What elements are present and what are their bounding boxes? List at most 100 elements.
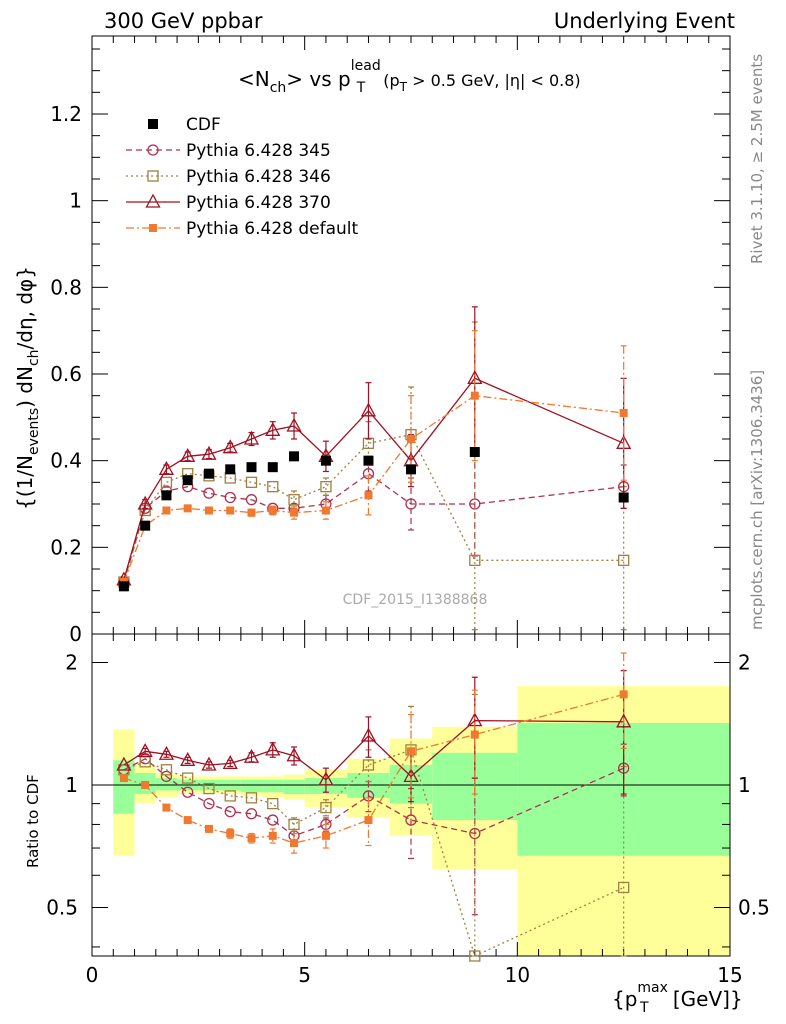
ratio-pythia-6-428-default-point bbox=[290, 839, 299, 848]
ratio-pythia-6-428-346-point bbox=[203, 782, 215, 795]
pythia-6-428-default-point bbox=[183, 504, 192, 513]
pythia-6-428-346-point bbox=[288, 494, 300, 506]
pythia-6-428-default-point bbox=[162, 506, 171, 515]
pythia-6-428-default-point bbox=[321, 506, 330, 515]
cdf-point bbox=[182, 475, 193, 486]
pythia-6-428-default-point bbox=[204, 506, 213, 515]
pythia-6-428-default-point bbox=[470, 391, 479, 400]
pythia-6-428-default-point bbox=[619, 409, 628, 417]
green-band-bin bbox=[240, 779, 263, 793]
ratio-pythia-6-428-default-point bbox=[407, 747, 415, 756]
ratio-pythia-6-428-346-point bbox=[362, 759, 375, 771]
ratio-series-group bbox=[116, 652, 632, 962]
ratio-pythia-6-428-370-point bbox=[116, 756, 132, 771]
y-tick-label: 1.2 bbox=[50, 102, 82, 126]
ratio-pythia-6-428-346-point bbox=[160, 764, 173, 776]
ratio-tick-label-right: 0.5 bbox=[738, 895, 770, 919]
ratio-pythia-6-428-346-line bbox=[123, 749, 624, 957]
ratio-pythia-6-428-default-point bbox=[470, 730, 479, 739]
pythia-6-428-346-point bbox=[618, 554, 630, 566]
ratio-pythia-6-428-346-point bbox=[267, 797, 279, 810]
ratio-pythia-6-428-370-point bbox=[616, 713, 632, 728]
x-tick-label: 0 bbox=[86, 963, 99, 987]
y-tick-label: 0.6 bbox=[50, 362, 82, 386]
ratio-pythia-6-428-370-point bbox=[180, 751, 196, 766]
y-tick-label: 0.4 bbox=[50, 449, 82, 473]
mcplots-label: mcplots.cern.ch [arXiv:1306.3436] bbox=[748, 370, 766, 630]
ratio-pythia-6-428-346-point bbox=[224, 790, 236, 802]
ratio-pythia-6-428-345-point bbox=[245, 808, 258, 820]
ratio-pythia-6-428-370-line bbox=[123, 719, 624, 781]
ratio-pythia-6-428-345-point bbox=[405, 814, 417, 826]
pythia-6-428-370-point bbox=[137, 495, 153, 510]
pythia-6-428-346-point bbox=[245, 476, 258, 488]
ratio-pythia-6-428-370-point bbox=[318, 771, 334, 786]
x-axis-label: {pmax T [GeV]} bbox=[612, 980, 743, 1016]
legend-pythia-6-428-345-marker bbox=[147, 144, 159, 156]
y-tick-label: 0 bbox=[69, 622, 82, 646]
ratio-pythia-6-428-default-point bbox=[268, 831, 277, 840]
ratio-pythia-6-428-370-point bbox=[286, 747, 302, 762]
header-left: 300 GeV ppbar bbox=[104, 9, 263, 33]
ratio-pythia-6-428-370-point bbox=[201, 756, 217, 771]
pythia-6-428-default-point bbox=[407, 435, 415, 443]
pythia-6-428-346-point bbox=[469, 554, 481, 566]
ratio-pythia-6-428-345-point bbox=[267, 814, 279, 826]
green-band-bin bbox=[262, 779, 284, 793]
ratio-pythia-6-428-default-point bbox=[619, 690, 628, 699]
ratio-pythia-6-428-default-point bbox=[226, 829, 235, 838]
pythia-6-428-345-point bbox=[405, 498, 417, 510]
pythia-6-428-370-point bbox=[286, 417, 302, 432]
ratio-pythia-6-428-346-point bbox=[618, 881, 630, 894]
ratio-tick-label-right: 1 bbox=[738, 773, 751, 797]
pythia-6-428-370-point bbox=[360, 402, 377, 417]
x-tick-label: 5 bbox=[298, 963, 311, 987]
cdf-point bbox=[406, 464, 416, 475]
ratio-pythia-6-428-346-point bbox=[182, 772, 194, 784]
green-band-bin bbox=[113, 760, 135, 814]
ratio-pythia-6-428-346-point bbox=[320, 801, 332, 814]
plot-title: <Nch> vs plead T (pT > 0.5 GeV, |η| < 0.8) bbox=[238, 58, 581, 96]
pythia-6-428-default-point bbox=[364, 491, 373, 500]
pythia-6-428-default-line bbox=[123, 395, 624, 583]
ratio-pythia-6-428-370-point bbox=[222, 755, 238, 770]
ratio-pythia-6-428-345-point bbox=[224, 806, 236, 818]
pythia-6-428-345-line bbox=[123, 472, 624, 583]
cdf-point bbox=[363, 455, 374, 466]
ratio-tick-label-left: 1 bbox=[65, 773, 78, 797]
cdf-point bbox=[203, 468, 214, 479]
ratio-pythia-6-428-346-point bbox=[288, 818, 300, 831]
cdf-point bbox=[320, 455, 331, 466]
pythia-6-428-default-point bbox=[247, 508, 256, 517]
pythia-6-428-370-point bbox=[158, 460, 175, 475]
cdf-point bbox=[118, 581, 129, 592]
legend-pythia-6-428-default-label: Pythia 6.428 default bbox=[186, 219, 359, 239]
pythia-6-428-370-point bbox=[243, 430, 260, 445]
ratio-pythia-6-428-default-point bbox=[204, 824, 213, 833]
pythia-6-428-346-line bbox=[123, 433, 624, 583]
ratio-pythia-6-428-default-point bbox=[321, 831, 330, 840]
ratio-pythia-6-428-default-point bbox=[162, 803, 171, 812]
pythia-6-428-default-point bbox=[226, 506, 235, 515]
legend-pythia-6-428-default-marker bbox=[149, 224, 157, 232]
pythia-6-428-370-point bbox=[201, 445, 217, 460]
pythia-6-428-default-point bbox=[290, 508, 299, 517]
ratio-pythia-6-428-345-point bbox=[182, 786, 194, 798]
legend-pythia-6-428-370-label: Pythia 6.428 370 bbox=[186, 193, 331, 213]
legend-pythia-6-428-346-marker bbox=[147, 170, 159, 182]
cdf-point bbox=[140, 520, 151, 531]
ratio-pythia-6-428-370-point bbox=[265, 741, 281, 756]
legend-pythia-6-428-346-label: Pythia 6.428 346 bbox=[186, 167, 331, 187]
ratio-pythia-6-428-default-point bbox=[119, 774, 128, 783]
rivet-label: Rivet 3.1.10, ≥ 2.5M events bbox=[748, 54, 766, 264]
ratio-pythia-6-428-345-point bbox=[469, 827, 481, 840]
x-tick-label: 10 bbox=[505, 963, 530, 987]
ratio-pythia-6-428-default-point bbox=[183, 816, 192, 825]
ratio-pythia-6-428-346-point bbox=[469, 950, 481, 962]
ratio-pythia-6-428-370-point bbox=[243, 748, 260, 763]
ratio-tick-label-left: 0.5 bbox=[46, 895, 78, 919]
ratio-pythia-6-428-370-point bbox=[137, 742, 153, 757]
pythia-6-428-370-point bbox=[265, 421, 281, 436]
main-series-group bbox=[116, 306, 632, 631]
